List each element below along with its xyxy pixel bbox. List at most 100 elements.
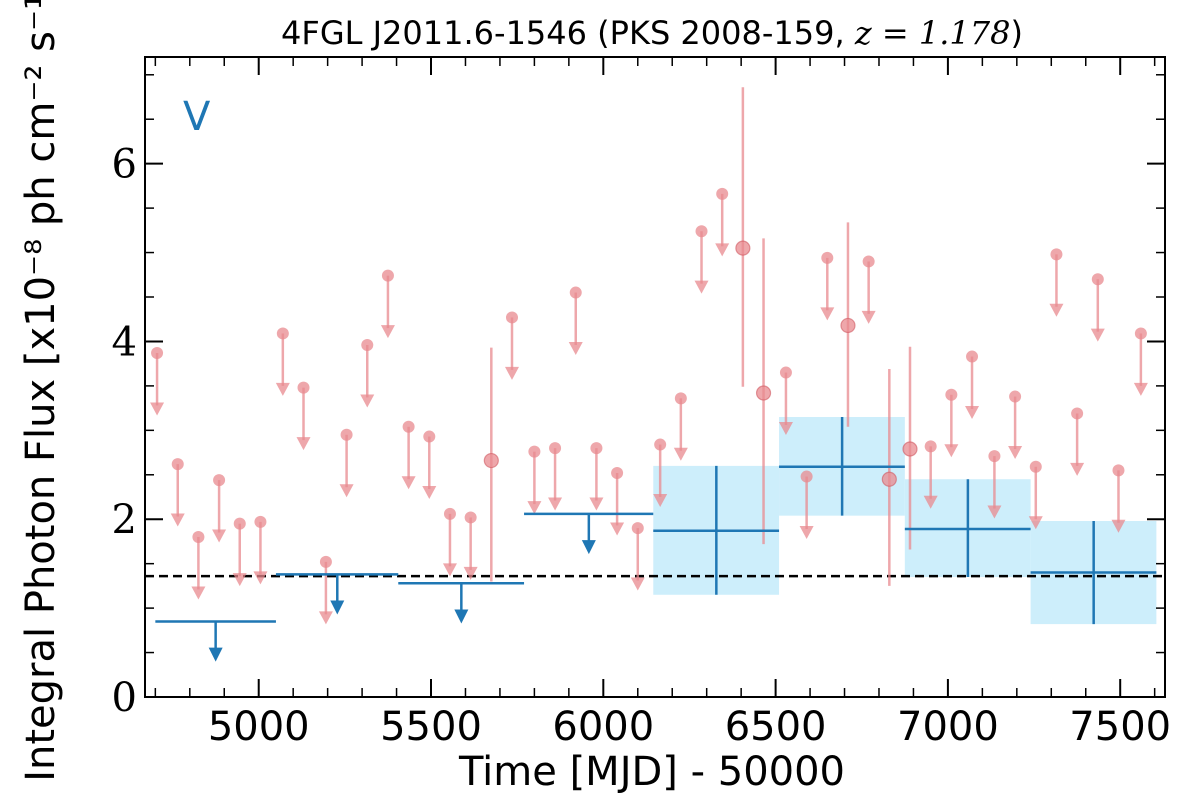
x-tick-label: 6500 bbox=[725, 704, 827, 750]
short-bin-ul-arrow bbox=[673, 447, 688, 461]
short-bin-ul-point bbox=[716, 187, 729, 200]
short-bin-ul-point bbox=[213, 474, 226, 487]
y-tick-label: 0 bbox=[112, 675, 137, 721]
chart-title-suffix: ) bbox=[1010, 14, 1022, 52]
short-bin-ul-point bbox=[695, 225, 708, 238]
short-bin-ul-point bbox=[171, 458, 184, 471]
x-axis-ticks: 5000 5500 6000 6500 7000 7500 bbox=[154, 57, 1171, 750]
short-bin-ul-arrow bbox=[653, 494, 668, 507]
x-tick-label: 7500 bbox=[1069, 704, 1171, 750]
short-bin-ul-point bbox=[569, 286, 582, 299]
short-bin-ul-point bbox=[862, 255, 875, 268]
x-tick-label: 6000 bbox=[552, 704, 654, 750]
short-bin-ul-point bbox=[821, 251, 834, 264]
short-bin-ul-point bbox=[319, 555, 332, 568]
long-bin-points bbox=[155, 417, 1157, 662]
short-bin-ul-point bbox=[381, 269, 394, 282]
short-bin-ul-arrow bbox=[610, 522, 625, 536]
short-bin-ul-arrow bbox=[527, 501, 542, 515]
y-tick-label: 4 bbox=[112, 319, 137, 365]
short-bin-detection-point bbox=[881, 471, 897, 487]
short-bin-ul-point bbox=[549, 442, 562, 455]
plot-frame bbox=[144, 56, 1166, 698]
long-bin-ul-arrow bbox=[581, 540, 596, 555]
short-bin-ul-arrow bbox=[504, 366, 519, 380]
short-bin-ul-point bbox=[340, 428, 353, 441]
short-bin-ul-point bbox=[1112, 464, 1125, 477]
short-bin-ul-point bbox=[1071, 407, 1084, 420]
short-bin-ul-point bbox=[800, 470, 813, 483]
short-bin-ul-arrow bbox=[212, 529, 227, 543]
short-bin-ul-arrow bbox=[820, 307, 835, 321]
short-bin-points bbox=[150, 87, 1148, 625]
short-bin-ul-point bbox=[674, 392, 687, 405]
short-bin-ul-arrow bbox=[778, 422, 793, 435]
y-tick-label: 2 bbox=[112, 497, 137, 543]
short-bin-ul-point bbox=[361, 339, 374, 351]
short-bin-ul-point bbox=[151, 347, 164, 359]
short-bin-ul-arrow bbox=[232, 573, 247, 587]
short-bin-ul-point bbox=[590, 442, 603, 455]
short-bin-ul-point bbox=[1009, 390, 1022, 403]
short-bin-ul-point bbox=[779, 366, 792, 379]
short-bin-ul-arrow bbox=[318, 611, 333, 625]
short-bin-detection-point bbox=[483, 452, 499, 469]
short-bin-ul-arrow bbox=[1133, 382, 1148, 396]
short-bin-ul-arrow bbox=[630, 577, 645, 591]
y-axis-ticks: 0 2 4 6 bbox=[112, 74, 1165, 721]
short-bin-ul-point bbox=[423, 430, 436, 443]
short-bin-ul-arrow bbox=[923, 495, 938, 509]
short-bin-ul-point bbox=[945, 388, 958, 401]
x-tick-label: 5500 bbox=[380, 704, 482, 750]
short-bin-ul-point bbox=[631, 522, 644, 535]
short-bin-ul-arrow bbox=[548, 497, 563, 511]
short-bin-ul-point bbox=[276, 327, 289, 340]
x-axis-label: Time [MJD] - 50000 bbox=[458, 749, 845, 795]
short-bin-ul-point bbox=[464, 511, 477, 524]
short-bin-ul-arrow bbox=[1028, 516, 1043, 530]
chart-title: 4FGL J2011.6-1546 (PKS 2008-159, z = 1.1… bbox=[281, 14, 1023, 52]
short-bin-ul-arrow bbox=[987, 505, 1002, 519]
short-bin-ul-arrow bbox=[360, 394, 375, 408]
short-bin-ul-arrow bbox=[191, 586, 206, 600]
short-bin-ul-arrow bbox=[1111, 519, 1126, 533]
x-tick-label: 5000 bbox=[208, 704, 310, 750]
short-bin-ul-point bbox=[443, 507, 456, 520]
long-bin-ul-arrow bbox=[208, 647, 223, 662]
short-bin-ul-arrow bbox=[1090, 328, 1105, 342]
short-bin-ul-point bbox=[402, 420, 415, 433]
short-bin-ul-arrow bbox=[275, 382, 290, 396]
short-bin-detection-point bbox=[902, 441, 918, 457]
short-bin-ul-arrow bbox=[965, 406, 980, 419]
short-bin-ul-point bbox=[505, 311, 518, 324]
short-bin-ul-arrow bbox=[694, 280, 709, 294]
long-bin-ul-arrow bbox=[454, 609, 469, 624]
short-bin-ul-arrow bbox=[463, 566, 478, 580]
short-bin-ul-point bbox=[966, 350, 979, 363]
short-bin-ul-arrow bbox=[1049, 303, 1064, 317]
short-bin-ul-arrow bbox=[944, 444, 959, 458]
long-bin-ul-arrow bbox=[330, 600, 345, 615]
short-bin-ul-arrow bbox=[339, 484, 354, 498]
short-bin-ul-arrow bbox=[150, 402, 165, 416]
short-bin-ul-arrow bbox=[1070, 462, 1085, 476]
short-bin-ul-arrow bbox=[1008, 446, 1023, 459]
short-bin-detection-point bbox=[755, 385, 772, 401]
panel-annotation: V bbox=[183, 94, 211, 140]
short-bin-ul-arrow bbox=[170, 513, 185, 527]
short-bin-ul-arrow bbox=[799, 526, 814, 539]
x-tick-label: 7000 bbox=[897, 704, 999, 750]
short-bin-ul-arrow bbox=[442, 563, 457, 577]
short-bin-ul-arrow bbox=[296, 437, 311, 451]
short-bin-detection-point bbox=[735, 240, 751, 256]
short-bin-ul-point bbox=[254, 515, 267, 528]
short-bin-ul-arrow bbox=[380, 325, 395, 339]
chart-title-redshift: z = 1.178 bbox=[854, 14, 1011, 52]
short-bin-ul-arrow bbox=[568, 342, 583, 355]
short-bin-ul-arrow bbox=[861, 310, 876, 324]
short-bin-ul-point bbox=[233, 517, 246, 530]
short-bin-ul-point bbox=[192, 531, 205, 543]
short-bin-ul-point bbox=[1029, 460, 1042, 473]
chart-title-prefix: 4FGL J2011.6-1546 (PKS 2008-159, bbox=[281, 14, 855, 52]
